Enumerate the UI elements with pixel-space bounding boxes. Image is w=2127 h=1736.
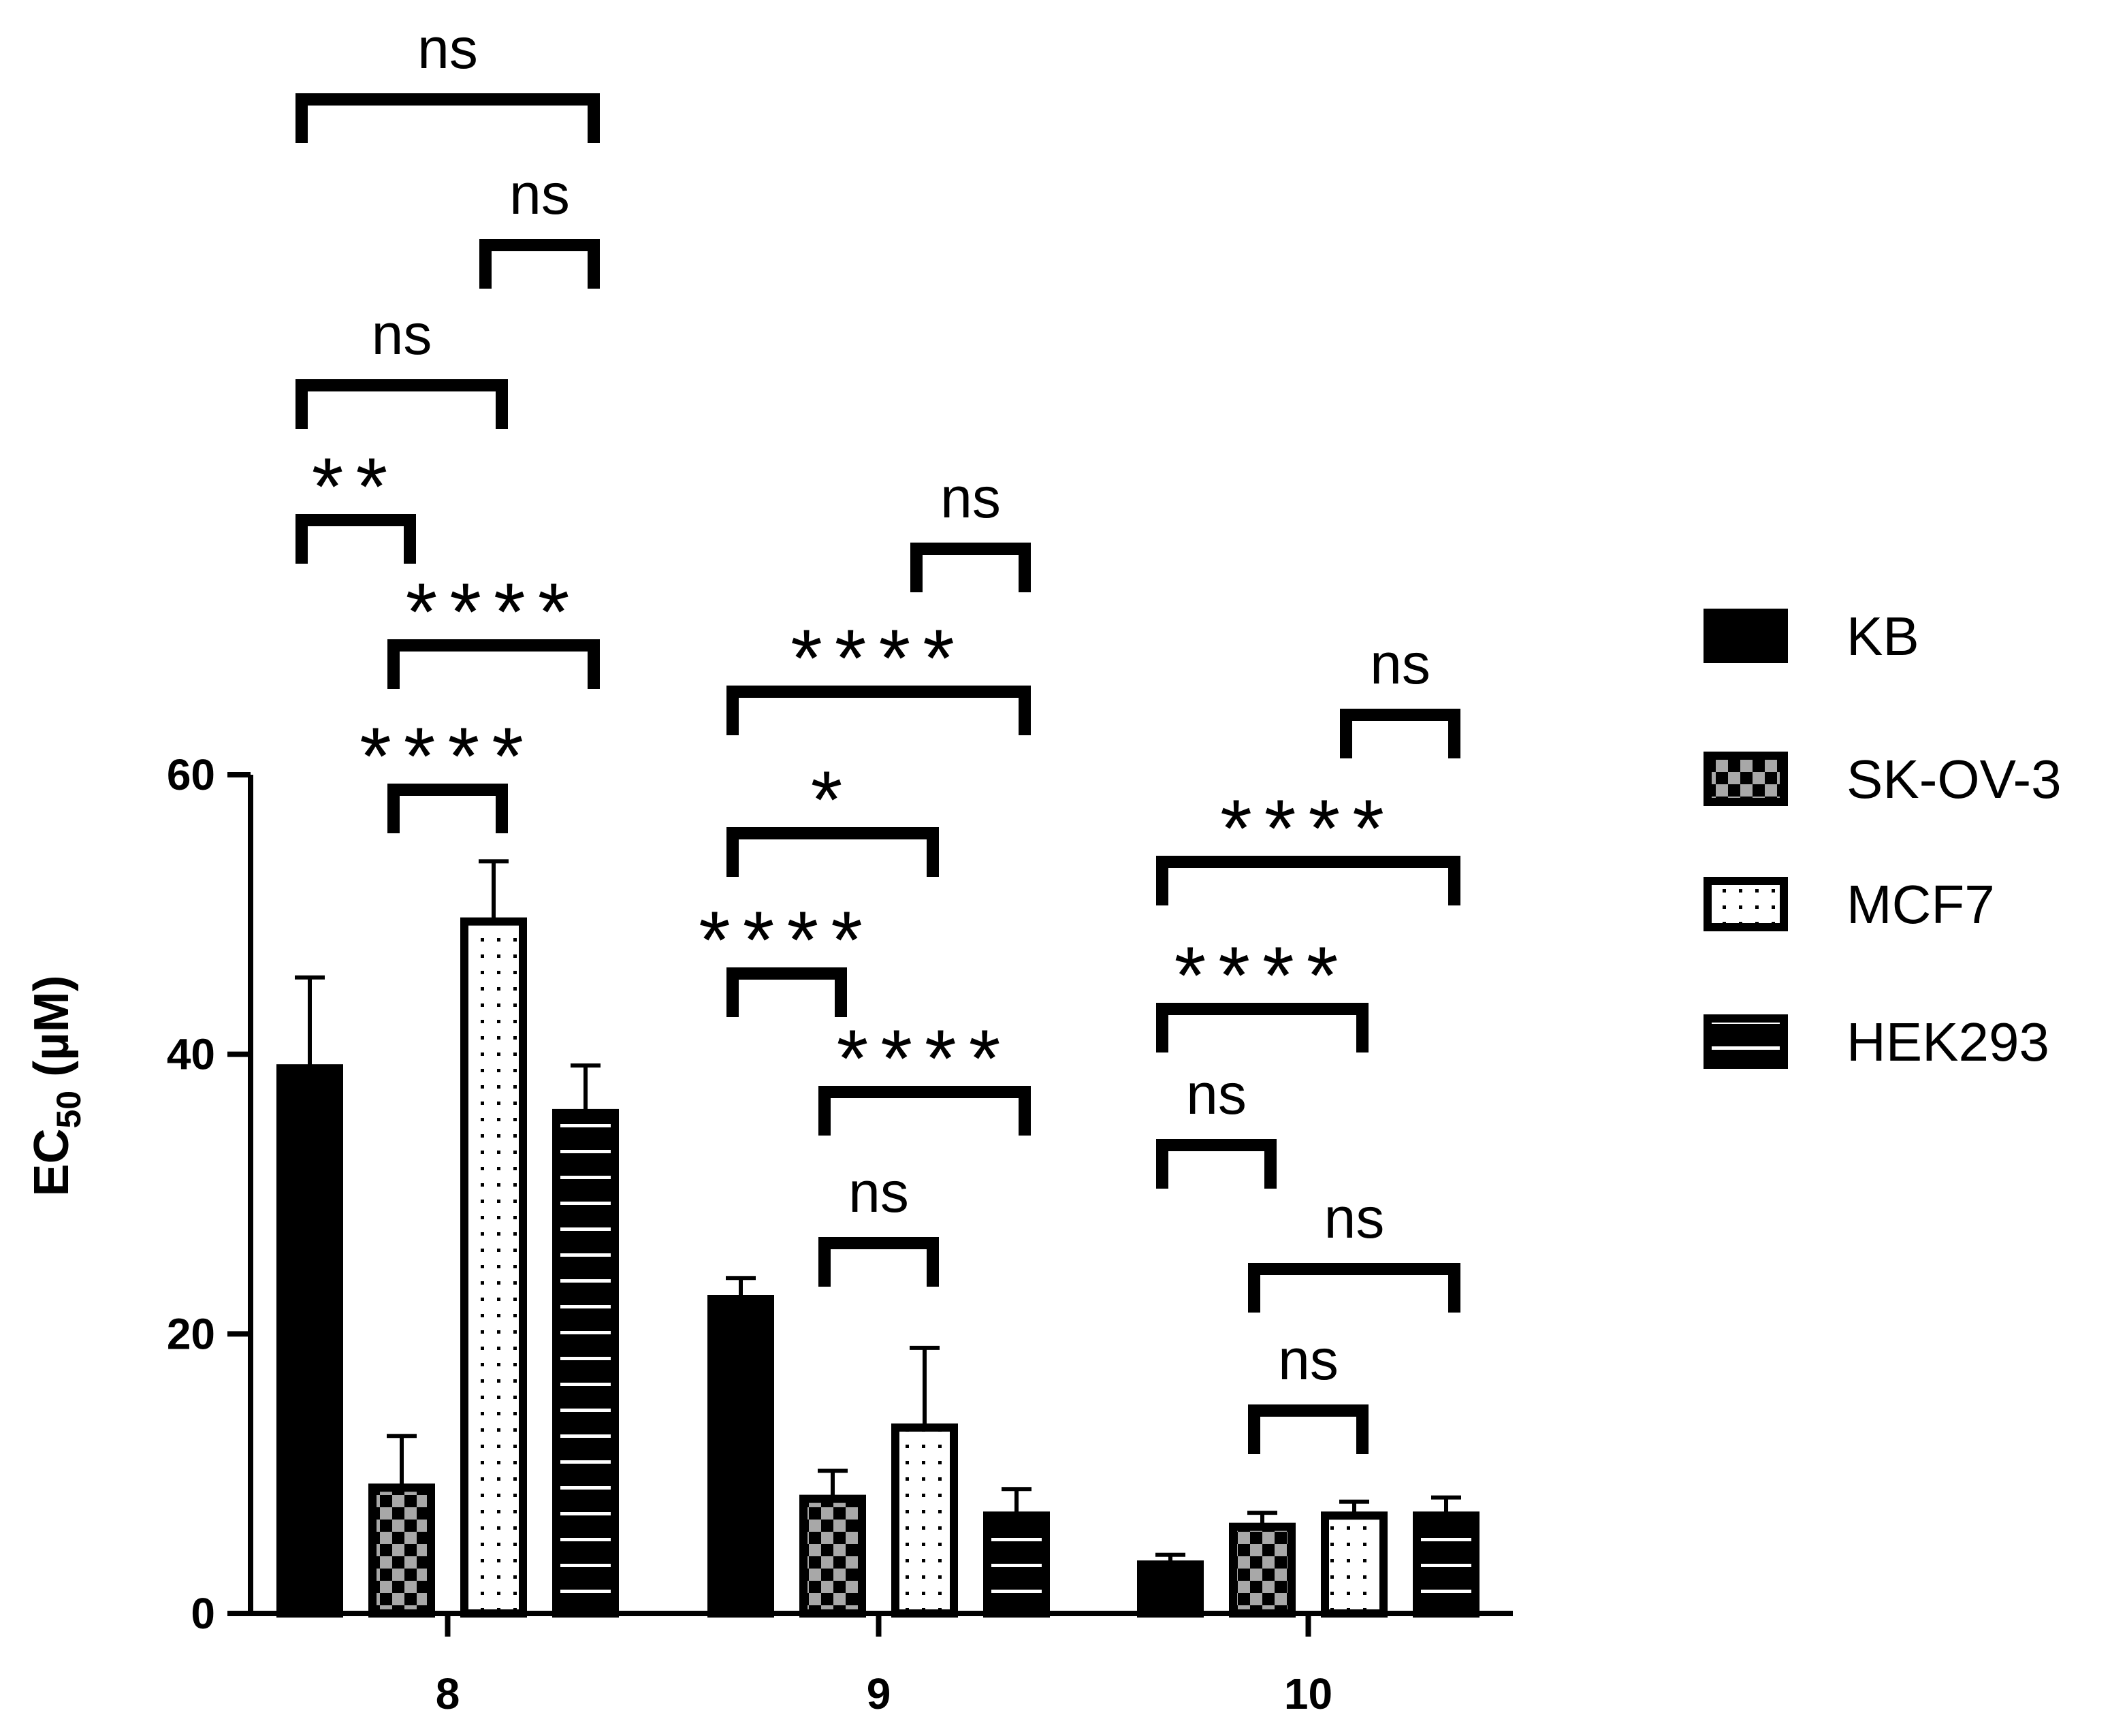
significance-label: **** — [1174, 930, 1351, 1021]
significance-label: ns — [372, 302, 432, 366]
significance-bracket — [1156, 1003, 1369, 1052]
significance-label: ns — [509, 162, 570, 226]
bar-sk-ov-3-10 — [1229, 1522, 1296, 1618]
significance-label: **** — [359, 711, 536, 802]
significance-label: * — [811, 754, 855, 846]
significance-label: ns — [1370, 632, 1430, 696]
significance-bracket — [479, 239, 600, 289]
significance-bracket — [1340, 709, 1460, 758]
significance-label: ns — [1278, 1328, 1339, 1392]
bar-hek293-9 — [983, 1511, 1050, 1618]
bars — [276, 917, 1480, 1618]
significance-bracket — [1156, 1139, 1277, 1189]
legend-label: HEK293 — [1846, 1012, 2049, 1072]
x-tick-label: 8 — [436, 1669, 460, 1718]
y-tick-label: 20 — [167, 1309, 215, 1358]
legend: KB SK-OV-3 MCF7 HEK293 — [1704, 606, 2062, 1072]
significance-bracket — [1156, 856, 1460, 905]
y-tick-label: 0 — [191, 1589, 215, 1638]
bar-kb-8 — [276, 1064, 343, 1618]
legend-swatch — [1704, 1014, 1788, 1069]
significance-label: **** — [699, 895, 875, 986]
significance-bracket — [726, 967, 847, 1017]
y-tick-label: 60 — [167, 750, 215, 799]
significance-bracket — [387, 639, 600, 689]
x-tick-label: 10 — [1284, 1669, 1332, 1718]
significance-bracket — [1248, 1263, 1460, 1313]
significance-label: **** — [1220, 783, 1396, 874]
significance-label: ** — [312, 441, 400, 532]
significance-label: **** — [406, 566, 582, 658]
bar-hek293-8 — [552, 1108, 619, 1618]
significance-bracket — [818, 1086, 1031, 1136]
bar-sk-ov-3-9 — [799, 1494, 866, 1618]
significance-label: ns — [1324, 1186, 1385, 1250]
significance-bracket — [295, 93, 600, 143]
bar-mcf7-9 — [891, 1423, 958, 1618]
legend-swatch — [1704, 752, 1788, 806]
significance-bracket — [295, 514, 416, 564]
significance-label: ns — [940, 466, 1001, 530]
legend-swatch — [1704, 877, 1788, 931]
significance-bracket — [726, 827, 939, 877]
bar-sk-ov-3-8 — [368, 1483, 435, 1618]
error-bars — [295, 859, 1461, 1565]
significance-label: **** — [790, 613, 967, 704]
significance-bracket — [295, 379, 508, 429]
legend-label: SK-OV-3 — [1846, 749, 2062, 809]
significance-bracket — [910, 543, 1031, 592]
y-tick-label: 40 — [167, 1030, 215, 1079]
significance-bracket — [1248, 1404, 1369, 1454]
significance-label: **** — [837, 1013, 1013, 1104]
significance-label: ns — [417, 16, 478, 80]
legend-label: MCF7 — [1846, 874, 1995, 935]
bar-kb-9 — [707, 1295, 774, 1618]
significance-bracket — [818, 1237, 939, 1287]
x-tick-label: 9 — [867, 1669, 891, 1718]
significance-label: ns — [1186, 1062, 1247, 1126]
legend-label: KB — [1846, 606, 1919, 666]
bar-hek293-10 — [1413, 1511, 1480, 1618]
bar-mcf7-10 — [1321, 1511, 1388, 1618]
legend-swatch — [1704, 609, 1788, 663]
significance-bracket — [726, 686, 1031, 735]
significance-label: ns — [848, 1160, 909, 1224]
significance-annotations: nsnsns**********ns*************nsns*****… — [295, 16, 1460, 1454]
y-axis-label: EC50 (µM) — [25, 975, 88, 1196]
bar-kb-10 — [1137, 1560, 1204, 1618]
significance-bracket — [387, 784, 508, 833]
bar-mcf7-8 — [460, 917, 527, 1618]
axes: 0 20 40 60 8 9 10 — [167, 750, 1513, 1718]
